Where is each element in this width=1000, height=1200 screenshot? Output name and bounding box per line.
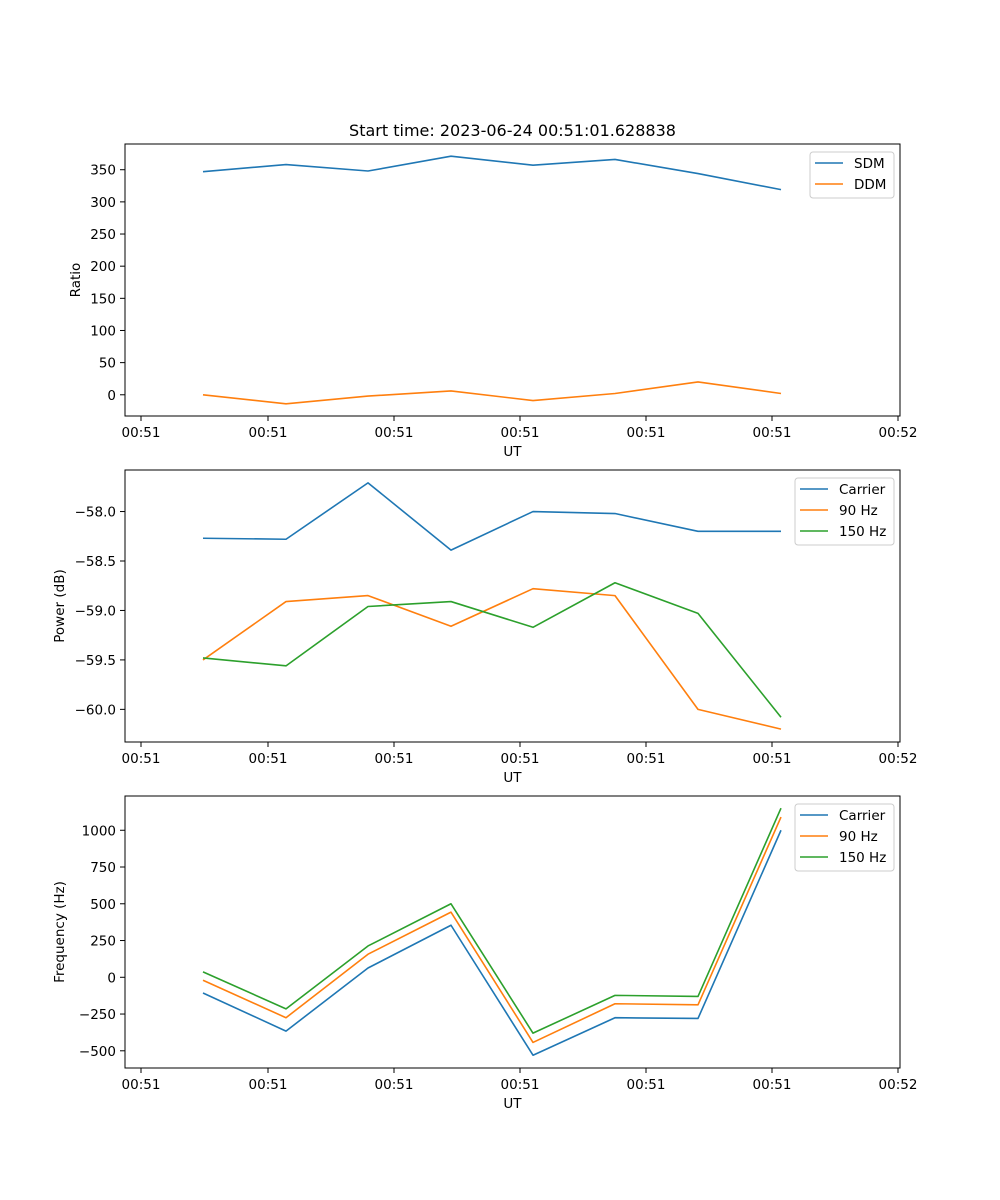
legend-label: Carrier [839, 808, 886, 824]
series-line-90-hz [202, 816, 782, 1044]
x-tick-label: 00:51 [375, 425, 414, 441]
y-tick-label: −250 [79, 1007, 116, 1023]
legend-label: SDM [854, 156, 885, 172]
x-tick-label: 00:51 [122, 425, 161, 441]
legend-label: 150 Hz [839, 850, 886, 866]
x-tick-label: 00:51 [501, 1077, 540, 1093]
x-tick-label: 00:51 [375, 1077, 414, 1093]
series-line-150-hz [202, 807, 782, 1034]
y-tick-label: 1000 [82, 823, 116, 839]
y-axis-label: Ratio [68, 263, 84, 298]
x-tick-label: 00:52 [879, 425, 918, 441]
x-tick-label: 00:51 [501, 425, 540, 441]
y-axis-label: Power (dB) [52, 569, 68, 642]
legend: SDM DDM [809, 151, 895, 199]
legend: Carrier 90 Hz 150 Hz [794, 803, 895, 872]
x-axis-label: UT [503, 444, 522, 460]
y-axis-label: Frequency (Hz) [52, 881, 68, 983]
panel-3: 00:51 00:51 00:51 00:51 00:51 00:51 00:52 −500 −… [52, 795, 918, 1112]
y-tick-label: 350 [90, 163, 116, 179]
x-axis-label: UT [503, 770, 522, 786]
series-line-carrier [202, 829, 782, 1057]
x-tick-label: 00:51 [627, 751, 666, 767]
legend-label: 90 Hz [839, 503, 878, 519]
legend-label: DDM [854, 177, 886, 193]
y-tick-label: −59.0 [75, 603, 116, 619]
y-tick-label: 200 [90, 259, 116, 275]
y-tick-label: 50 [99, 356, 116, 372]
panel-2: 00:51 00:51 00:51 00:51 00:51 00:51 00:52 −60.0… [52, 469, 918, 786]
legend-box [794, 803, 895, 872]
x-tick-label: 00:51 [122, 751, 161, 767]
y-tick-label: 250 [90, 934, 116, 950]
series-line-ddm [202, 381, 782, 405]
x-tick-label: 00:51 [753, 425, 792, 441]
legend-box [794, 477, 895, 546]
x-tick-label: 00:51 [249, 751, 288, 767]
x-tick-label: 00:51 [249, 1077, 288, 1093]
y-tick-label: 0 [107, 970, 116, 986]
y-tick-label: −60.0 [75, 702, 116, 718]
x-tick-label: 00:51 [122, 1077, 161, 1093]
y-tick-label: −58.5 [75, 554, 116, 570]
y-tick-label: 150 [90, 291, 116, 307]
axes-frame [124, 469, 901, 743]
series-line-carrier [202, 482, 781, 551]
y-tick-label: 0 [107, 388, 116, 404]
y-tick-label: 300 [90, 195, 116, 211]
axes-frame [124, 795, 901, 1069]
y-tick-label: 750 [90, 860, 116, 876]
x-axis-label: UT [503, 1096, 522, 1112]
axes-frame [124, 143, 901, 417]
y-tick-label: −59.5 [75, 653, 116, 669]
y-tick-label: 250 [90, 227, 116, 243]
x-tick-label: 00:51 [753, 1077, 792, 1093]
x-tick-label: 00:51 [627, 1077, 666, 1093]
x-tick-label: 00:51 [753, 751, 792, 767]
legend-label: Carrier [839, 482, 886, 498]
x-tick-label: 00:52 [879, 751, 918, 767]
x-tick-label: 00:51 [375, 751, 414, 767]
legend-label: 90 Hz [839, 829, 878, 845]
series-line-150-hz [202, 581, 782, 718]
legend: Carrier 90 Hz 150 Hz [794, 477, 895, 546]
x-tick-label: 00:51 [501, 751, 540, 767]
series-line-90-hz [202, 587, 782, 730]
y-tick-label: 500 [90, 897, 116, 913]
panel-1: 00:51 00:51 00:51 00:51 00:51 00:51 00:52 0 50 10… [68, 121, 917, 460]
x-tick-label: 00:51 [627, 425, 666, 441]
x-tick-label: 00:51 [249, 425, 288, 441]
y-tick-label: −500 [79, 1044, 116, 1060]
legend-label: 150 Hz [839, 524, 886, 540]
y-tick-label: −58.0 [75, 505, 116, 521]
chart-title: Start time: 2023-06-24 00:51:01.628838 [349, 121, 676, 140]
series-line-sdm [202, 155, 782, 191]
x-tick-label: 00:52 [879, 1077, 918, 1093]
y-tick-label: 100 [90, 323, 116, 339]
